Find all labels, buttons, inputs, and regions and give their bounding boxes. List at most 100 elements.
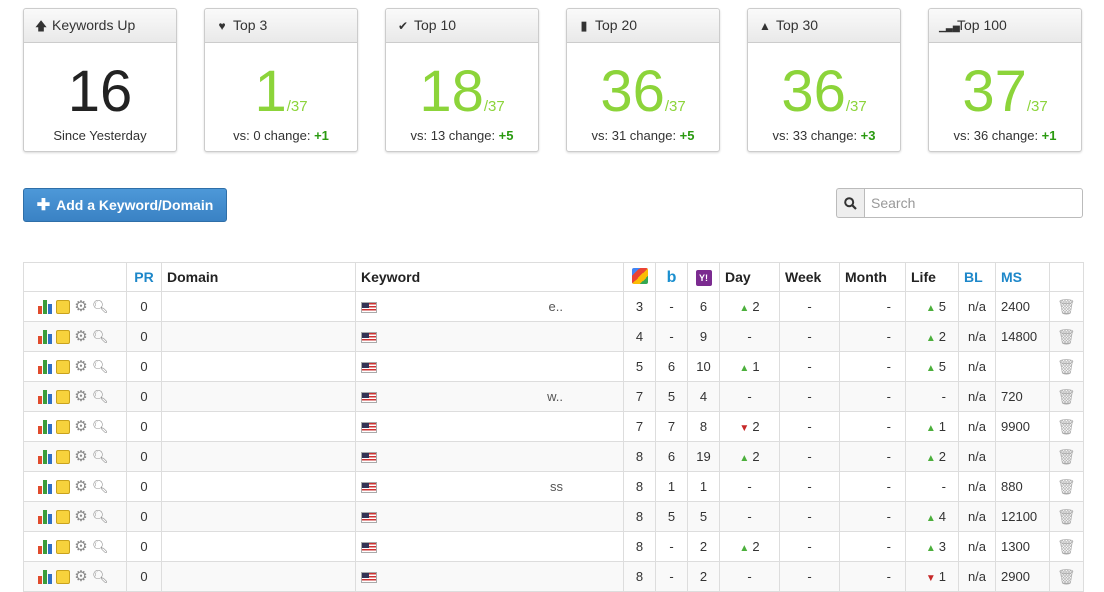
keyword-cell[interactable]: e.. <box>356 292 624 322</box>
table-row: ⚙ 🔍︎ 0 e.. 3-6 ▲ 2- - ▲ 5 n/a 2400 🗑︎ <box>24 292 1084 322</box>
keyword-cell[interactable]: w.. <box>356 382 624 412</box>
trash-icon[interactable]: 🗑︎ <box>1057 539 1076 556</box>
trash-icon[interactable]: 🗑︎ <box>1057 509 1076 526</box>
bing-rank-cell: - <box>656 562 688 592</box>
magnifier-icon[interactable]: 🔍︎ <box>92 539 108 555</box>
domain-cell[interactable] <box>162 412 356 442</box>
gear-icon[interactable]: ⚙ <box>73 449 89 465</box>
keyword-cell[interactable] <box>356 502 624 532</box>
bing-rank-cell: 1 <box>656 472 688 502</box>
magnifier-icon[interactable]: 🔍︎ <box>92 479 108 495</box>
trash-icon[interactable]: 🗑︎ <box>1057 299 1076 316</box>
domain-cell[interactable] <box>162 532 356 562</box>
day-header[interactable]: Day <box>720 263 780 292</box>
month-header[interactable]: Month <box>840 263 906 292</box>
magnifier-icon[interactable]: 🔍︎ <box>92 389 108 405</box>
note-icon[interactable] <box>56 360 70 374</box>
pr-header[interactable]: PR <box>127 263 162 292</box>
chart-icon[interactable] <box>37 479 53 495</box>
domain-cell[interactable] <box>162 442 356 472</box>
note-icon[interactable] <box>56 420 70 434</box>
domain-cell[interactable] <box>162 292 356 322</box>
gear-icon[interactable]: ⚙ <box>73 329 89 345</box>
note-icon[interactable] <box>56 450 70 464</box>
keyword-cell[interactable] <box>356 352 624 382</box>
trash-icon[interactable]: 🗑︎ <box>1057 329 1076 346</box>
us-flag-icon <box>361 572 377 583</box>
gear-icon[interactable]: ⚙ <box>73 509 89 525</box>
chart-icon[interactable] <box>37 329 53 345</box>
magnifier-icon[interactable]: 🔍︎ <box>92 569 108 585</box>
delete-cell: 🗑︎ <box>1050 292 1084 322</box>
domain-cell[interactable] <box>162 352 356 382</box>
stat-card-change: +3 <box>861 128 876 143</box>
stat-card-footer: vs: 13 change: +5 <box>386 128 538 143</box>
pr-cell: 0 <box>127 562 162 592</box>
ms-header[interactable]: MS <box>996 263 1050 292</box>
search-button[interactable] <box>836 188 864 218</box>
keyword-header[interactable]: Keyword <box>356 263 624 292</box>
domain-cell[interactable] <box>162 472 356 502</box>
bl-header[interactable]: BL <box>959 263 996 292</box>
trash-icon[interactable]: 🗑︎ <box>1057 479 1076 496</box>
trash-icon[interactable]: 🗑︎ <box>1057 419 1076 436</box>
gear-icon[interactable]: ⚙ <box>73 419 89 435</box>
note-icon[interactable] <box>56 300 70 314</box>
note-icon[interactable] <box>56 540 70 554</box>
domain-cell[interactable] <box>162 382 356 412</box>
magnifier-icon[interactable]: 🔍︎ <box>92 419 108 435</box>
gear-icon[interactable]: ⚙ <box>73 479 89 495</box>
magnifier-icon[interactable]: 🔍︎ <box>92 359 108 375</box>
us-flag-icon <box>361 452 377 463</box>
keyword-cell[interactable] <box>356 412 624 442</box>
note-icon[interactable] <box>56 510 70 524</box>
trash-icon[interactable]: 🗑︎ <box>1057 449 1076 466</box>
trash-icon[interactable]: 🗑︎ <box>1057 389 1076 406</box>
keyword-cell[interactable] <box>356 562 624 592</box>
trash-icon[interactable]: 🗑︎ <box>1057 359 1076 376</box>
chart-icon[interactable] <box>37 419 53 435</box>
gear-icon[interactable]: ⚙ <box>73 359 89 375</box>
magnifier-icon[interactable]: 🔍︎ <box>92 509 108 525</box>
google-header[interactable] <box>624 263 656 292</box>
gear-icon[interactable]: ⚙ <box>73 299 89 315</box>
domain-cell[interactable] <box>162 502 356 532</box>
chart-icon[interactable] <box>37 389 53 405</box>
keyword-cell[interactable]: ss <box>356 472 624 502</box>
chart-icon[interactable] <box>37 449 53 465</box>
domain-header[interactable]: Domain <box>162 263 356 292</box>
search-input[interactable] <box>864 188 1083 218</box>
week-header[interactable]: Week <box>780 263 840 292</box>
gear-icon[interactable]: ⚙ <box>73 569 89 585</box>
gear-icon[interactable]: ⚙ <box>73 389 89 405</box>
keyword-cell[interactable] <box>356 532 624 562</box>
domain-cell[interactable] <box>162 322 356 352</box>
keyword-cell[interactable] <box>356 442 624 472</box>
arrow-up-icon: ▲ <box>926 333 936 344</box>
day-change-cell: - <box>720 382 780 412</box>
week-change-cell: - <box>780 442 840 472</box>
chart-icon[interactable] <box>37 359 53 375</box>
note-icon[interactable] <box>56 480 70 494</box>
add-keyword-domain-button[interactable]: ✚ Add a Keyword/Domain <box>23 188 227 222</box>
life-header[interactable]: Life <box>906 263 959 292</box>
chart-icon[interactable] <box>37 299 53 315</box>
magnifier-icon[interactable]: 🔍︎ <box>92 449 108 465</box>
chart-icon[interactable] <box>37 539 53 555</box>
chart-icon[interactable] <box>37 509 53 525</box>
keyword-cell[interactable] <box>356 322 624 352</box>
bing-header[interactable]: b <box>656 263 688 292</box>
note-icon[interactable] <box>56 390 70 404</box>
magnifier-icon[interactable]: 🔍︎ <box>92 299 108 315</box>
gear-icon[interactable]: ⚙ <box>73 539 89 555</box>
chart-icon[interactable] <box>37 569 53 585</box>
row-actions: ⚙ 🔍︎ <box>24 352 127 382</box>
magnifier-icon[interactable]: 🔍︎ <box>92 329 108 345</box>
yahoo-header[interactable]: Y! <box>688 263 720 292</box>
trash-icon[interactable]: 🗑︎ <box>1057 569 1076 586</box>
domain-cell[interactable] <box>162 562 356 592</box>
note-icon[interactable] <box>56 330 70 344</box>
delete-cell: 🗑︎ <box>1050 442 1084 472</box>
bookmark-icon: ▮ <box>577 10 591 42</box>
note-icon[interactable] <box>56 570 70 584</box>
